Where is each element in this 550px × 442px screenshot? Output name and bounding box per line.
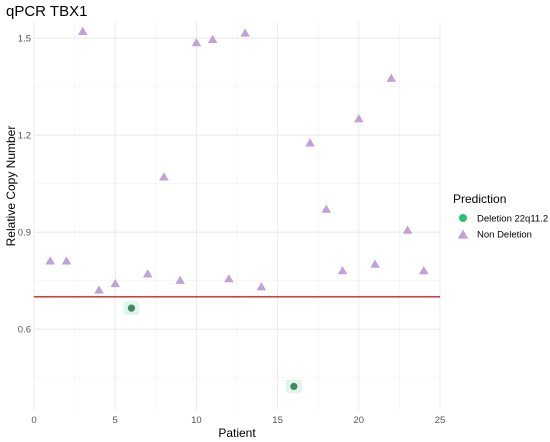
legend-label: Non Deletion — [477, 230, 532, 241]
non-deletion-point — [354, 114, 364, 123]
non-deletion-point — [61, 256, 72, 265]
non-deletion-point — [305, 138, 315, 147]
y-tick-label: 0.6 — [18, 325, 31, 336]
legend-circle-icon — [459, 214, 467, 222]
x-tick-label: 0 — [31, 415, 36, 426]
non-deletion-point — [321, 204, 332, 213]
non-deletion-point — [142, 269, 153, 278]
y-tick-label: 1.2 — [18, 131, 31, 142]
non-deletion-point — [94, 285, 104, 294]
chart-title: qPCR TBX1 — [6, 3, 87, 20]
non-deletion-point — [337, 265, 348, 275]
legend-label: Deletion 22q11.2 — [477, 214, 548, 225]
x-axis-ticks: 0 5 10 15 20 25 — [31, 415, 445, 426]
non-deletion-point — [175, 275, 185, 284]
non-deletion-point — [402, 225, 413, 234]
non-deletion-point — [110, 278, 120, 288]
non-deletion-point — [191, 38, 202, 47]
y-tick-label: 1.5 — [18, 34, 31, 45]
non-deletion-point — [224, 274, 234, 283]
x-tick-label: 10 — [191, 415, 202, 426]
non-deletion-point — [240, 28, 250, 37]
y-axis-ticks: 0.6 0.9 1.2 1.5 — [18, 34, 31, 336]
non-deletion-point — [386, 73, 397, 82]
x-tick-label: 15 — [272, 415, 283, 426]
x-tick-label: 5 — [113, 415, 118, 426]
deletion-point — [290, 382, 298, 390]
legend-title: Prediction — [453, 192, 506, 206]
x-tick-label: 20 — [354, 415, 365, 426]
non-deletion-point — [45, 256, 55, 265]
grid — [33, 22, 441, 410]
x-tick-label: 25 — [435, 415, 446, 426]
legend: Prediction Deletion 22q11.2 Non Deletion — [453, 192, 548, 241]
data-points — [45, 26, 429, 394]
non-deletion-point — [77, 26, 88, 35]
non-deletion-point — [159, 172, 169, 181]
non-deletion-point — [419, 265, 429, 275]
y-tick-label: 0.9 — [18, 228, 31, 239]
non-deletion-point — [370, 259, 380, 268]
deletion-point — [127, 304, 136, 312]
y-axis-title: Relative Copy Number — [4, 126, 18, 247]
non-deletion-point — [207, 34, 218, 44]
non-deletion-point — [256, 282, 267, 291]
legend-triangle-icon — [457, 229, 469, 239]
x-axis-title: Patient — [218, 426, 256, 440]
